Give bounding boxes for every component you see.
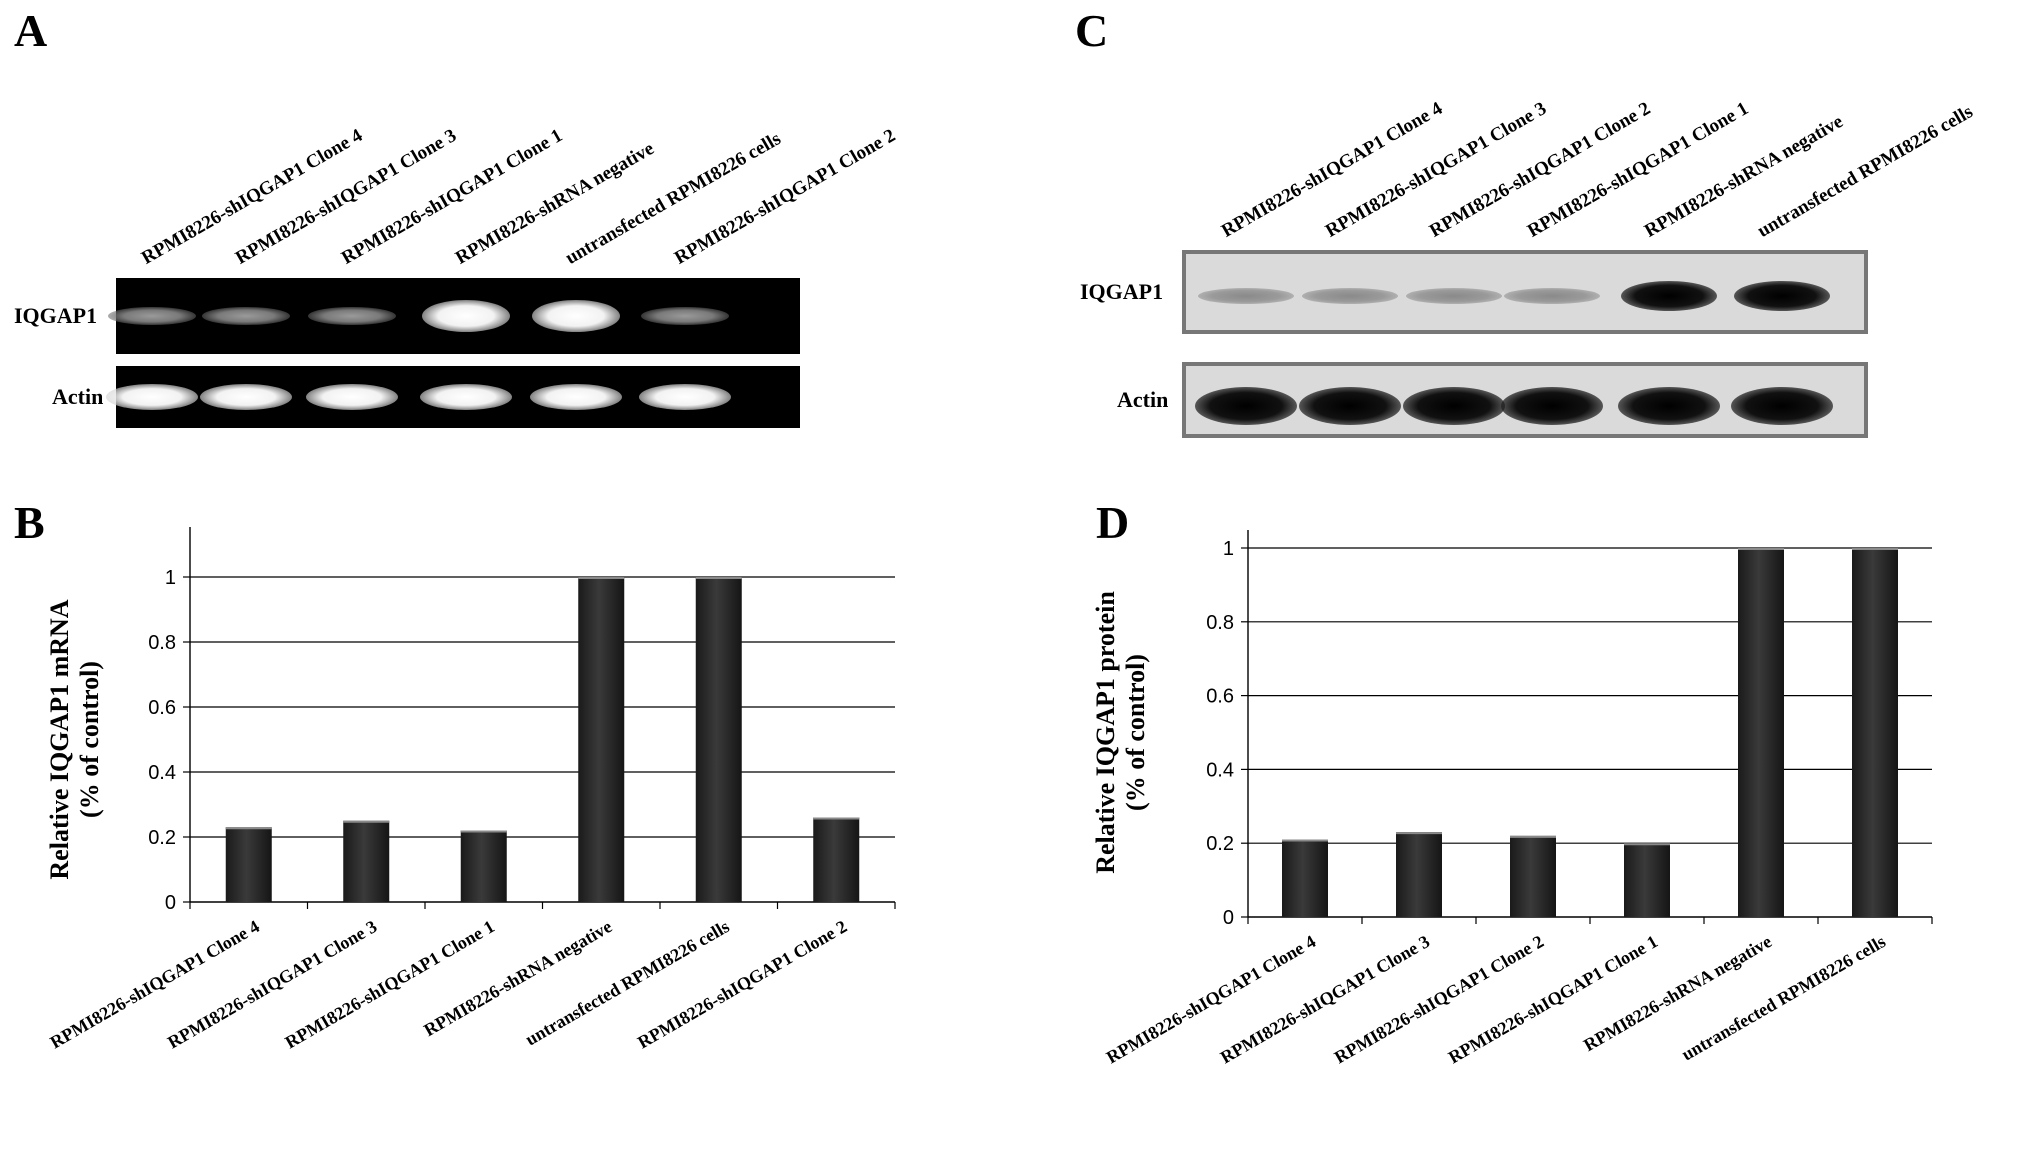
band — [308, 307, 396, 325]
band — [1198, 288, 1294, 304]
y-tick-label: 0 — [1223, 907, 1234, 929]
y-tick-label: 0.6 — [148, 697, 176, 719]
bar — [343, 820, 390, 902]
bar — [813, 817, 860, 902]
row-label: IQGAP1 — [14, 303, 98, 328]
y-tick-label: 0.2 — [1206, 833, 1234, 855]
y-axis-title: (% of control) — [75, 661, 104, 818]
bar — [1852, 548, 1898, 917]
y-tick-label: 0.4 — [148, 762, 176, 784]
band — [641, 307, 729, 325]
panel-letter-d: D — [1096, 497, 1130, 548]
lane-label: RPMI8226-shIQGAP1 Clone 2 — [671, 125, 900, 269]
bar — [1624, 843, 1670, 917]
band — [306, 384, 398, 410]
band — [1406, 288, 1502, 304]
category-label: untransfected RPMI8226 cells — [522, 916, 733, 1049]
band — [1504, 288, 1600, 304]
lane-label: untransfected RPMI8226 cells — [1754, 101, 1977, 242]
chart-d-protein: 0 0.2 0.4 0.6 0.8 1 Relative IQGAP1 protein (% … — [1091, 530, 1933, 1067]
panel-letter-a: A — [14, 5, 48, 56]
band — [1618, 387, 1720, 425]
band — [1501, 387, 1603, 425]
bar — [460, 830, 507, 902]
category-label: RPMI8226-shIQGAP1 Clone 1 — [1445, 931, 1661, 1067]
bar — [578, 577, 625, 902]
category-label: RPMI8226-shIQGAP1 Clone 1 — [282, 916, 498, 1052]
band — [108, 307, 196, 325]
category-label: untransfected RPMI8226 cells — [1678, 931, 1889, 1064]
category-label: RPMI8226-shRNA negative — [1580, 931, 1775, 1055]
band — [1299, 387, 1401, 425]
y-axis-title: Relative IQGAP1 mRNA — [45, 599, 74, 879]
blot-strip-actin — [1182, 362, 1868, 438]
band — [532, 300, 620, 332]
bar — [1738, 548, 1784, 917]
y-tick-label: 0.8 — [148, 632, 176, 654]
bar — [695, 577, 742, 902]
band — [1403, 387, 1505, 425]
row-label: Actin — [1117, 387, 1169, 412]
category-label: RPMI8226-shIQGAP1 Clone 3 — [164, 916, 380, 1052]
category-label: RPMI8226-shIQGAP1 Clone 2 — [634, 916, 850, 1052]
lane-label: untransfected RPMI8226 cells — [562, 128, 785, 269]
category-label: RPMI8226-shIQGAP1 Clone 2 — [1331, 931, 1547, 1067]
panel-letter-c: C — [1075, 5, 1109, 56]
y-tick-label: 0.8 — [1206, 612, 1234, 634]
panel-letter-b: B — [14, 497, 45, 548]
band — [1734, 281, 1830, 311]
band — [1195, 387, 1297, 425]
y-tick-label: 0.6 — [1206, 686, 1234, 708]
category-label: RPMI8226-shIQGAP1 Clone 3 — [1217, 931, 1433, 1067]
y-axis-title: Relative IQGAP1 protein — [1091, 591, 1120, 874]
blot-strip-actin — [106, 366, 800, 428]
row-label: IQGAP1 — [1080, 279, 1164, 304]
lane-label: RPMI8226-shRNA negative — [452, 137, 658, 269]
lane-label: RPMI8226-shRNA negative — [1641, 110, 1847, 242]
y-axis-title: (% of control) — [1121, 654, 1150, 811]
band — [1621, 281, 1717, 311]
category-label: RPMI8226-shRNA negative — [420, 916, 615, 1040]
y-tick-label: 0.4 — [1206, 759, 1234, 781]
band — [420, 384, 512, 410]
bar — [1282, 839, 1328, 917]
y-tick-label: 1 — [1223, 538, 1234, 560]
band — [530, 384, 622, 410]
category-label: RPMI8226-shIQGAP1 Clone 4 — [47, 916, 263, 1052]
y-tick-label: 0.2 — [148, 827, 176, 849]
y-tick-label: 1 — [165, 567, 176, 589]
bar — [1510, 835, 1556, 917]
category-label: RPMI8226-shIQGAP1 Clone 4 — [1103, 931, 1319, 1067]
band — [422, 300, 510, 332]
bar — [225, 827, 272, 902]
band — [106, 384, 198, 410]
blot-strip-iqgap1 — [1182, 250, 1868, 334]
chart-b-mrna: 0 0.2 0.4 0.6 0.8 1 Relative IQGAP1 mRNA (% of … — [45, 527, 896, 1052]
band — [202, 307, 290, 325]
band — [639, 384, 731, 410]
band — [1731, 387, 1833, 425]
band — [1302, 288, 1398, 304]
blot-strip-iqgap1 — [108, 278, 800, 354]
bar — [1396, 832, 1442, 917]
y-tick-label: 0 — [165, 892, 176, 914]
row-label: Actin — [52, 384, 104, 409]
band — [200, 384, 292, 410]
